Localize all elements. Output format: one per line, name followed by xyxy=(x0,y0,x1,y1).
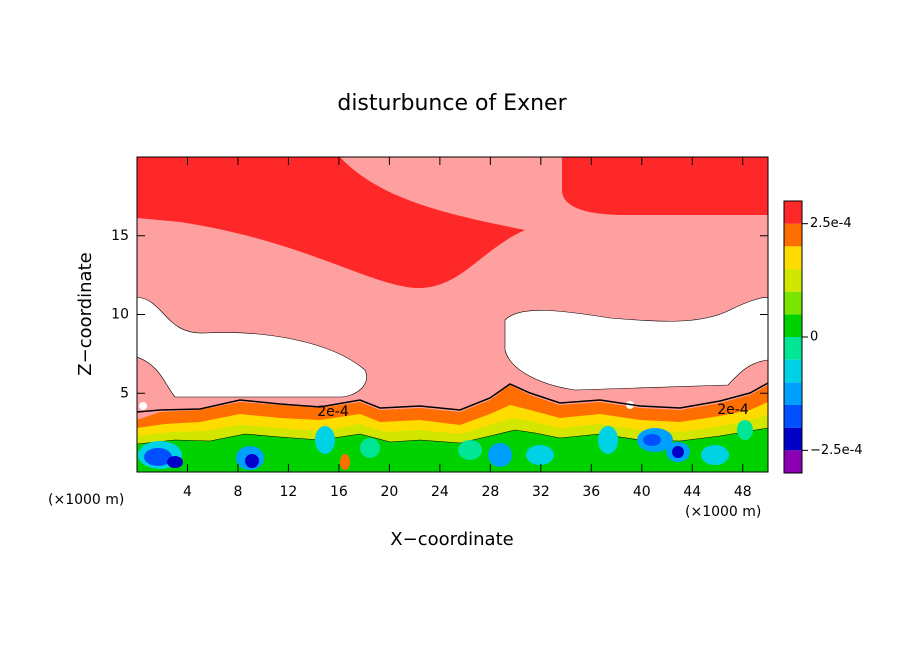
x-axis-label: X−coordinate xyxy=(390,529,513,550)
x-tick-label: 40 xyxy=(633,484,651,500)
field-region xyxy=(504,297,768,391)
field-region xyxy=(137,296,367,398)
colorbar-tick-label: 0 xyxy=(810,330,818,345)
colorbar-bin xyxy=(784,291,802,315)
y-axis-label: Z−coordinate xyxy=(75,252,96,375)
colorbar-tick-label: −2.5e-4 xyxy=(810,443,863,458)
colorbar-bin xyxy=(784,405,802,428)
colorbar-bin xyxy=(784,269,802,292)
x-tick-label: 4 xyxy=(183,484,192,500)
field-region xyxy=(137,157,525,289)
y-tick-label: 5 xyxy=(120,385,129,401)
x-tick-label: 28 xyxy=(481,484,499,500)
colorbar-bin xyxy=(784,337,802,360)
contour-label: 2e-4 xyxy=(717,402,749,418)
x-tick-label: 12 xyxy=(280,484,298,500)
field-blobs xyxy=(138,401,753,470)
colorbar-bin xyxy=(784,246,802,269)
x-tick-label: 16 xyxy=(330,484,348,500)
x-tick-label: 24 xyxy=(431,484,449,500)
x-unit-label: (×1000 m) xyxy=(685,504,761,520)
contour-label: 2e-4 xyxy=(317,404,349,420)
colorbar-bin xyxy=(784,450,802,473)
contour-field xyxy=(137,157,768,472)
chart-title: disturbunce of Exner xyxy=(337,91,567,116)
x-tick-label: 48 xyxy=(734,484,752,500)
contour-line xyxy=(137,382,768,413)
x-tick-label: 8 xyxy=(233,484,242,500)
x-tick-label: 44 xyxy=(683,484,701,500)
x-tick-label: 20 xyxy=(380,484,398,500)
colorbar-bin xyxy=(784,359,802,383)
colorbar-tick-label: 2.5e-4 xyxy=(810,216,852,231)
y-tick-label: 10 xyxy=(111,307,129,323)
colorbar-bin xyxy=(784,201,802,224)
x-tick-label: 36 xyxy=(582,484,600,500)
y-tick-label: 15 xyxy=(111,228,129,244)
field-region xyxy=(562,157,768,215)
x-tick-label: 32 xyxy=(532,484,550,500)
x-unit-label: (×1000 m) xyxy=(48,492,124,508)
colorbar-bin xyxy=(784,382,802,405)
colorbar-bin xyxy=(784,223,802,247)
colorbar-bin xyxy=(784,427,802,451)
colorbar-bin xyxy=(784,314,802,337)
